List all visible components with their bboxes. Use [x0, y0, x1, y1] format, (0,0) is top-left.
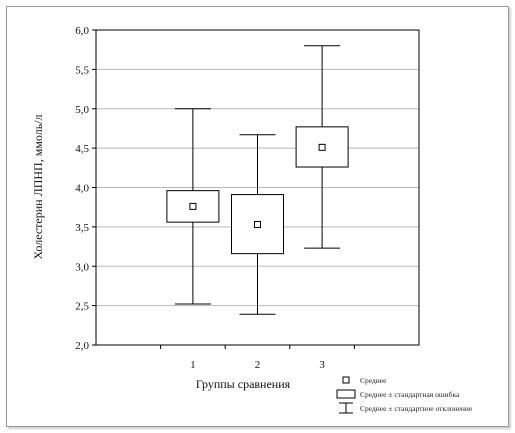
legend-label: Среднее ± стандартное отклонение [360, 404, 473, 413]
legend-mean-marker [342, 376, 350, 384]
box-group-1 [166, 108, 220, 305]
legend-item: Среднее [342, 376, 387, 385]
y-tick-label: 5,0 [75, 104, 89, 116]
y-axis-label: Холестерин ЛПНП, ммоль/л [31, 114, 45, 259]
x-tick-label: 3 [319, 359, 325, 371]
legend-item: Среднее ± стандартное отклонение [339, 402, 473, 414]
mean-marker [254, 221, 261, 229]
mean-marker [189, 202, 197, 210]
box-group-2 [231, 134, 284, 315]
legend-box-marker [336, 389, 356, 399]
x-tick-label: 1 [190, 359, 196, 371]
y-tick-label: 6,0 [75, 25, 89, 37]
y-tick-label: 3,5 [75, 222, 89, 234]
y-tick-label: 5,5 [75, 64, 89, 76]
x-axis-label: Группы сравнения [196, 377, 291, 391]
y-tick-label: 3,0 [75, 261, 89, 273]
legend-label: Среднее ± стандартная ошибка [360, 390, 460, 399]
y-axis: 2,0 2,5 3,0 3,5 4,0 4,5 5,0 5,5 6,0 [75, 25, 96, 352]
y-tick-label: 4,5 [75, 143, 89, 155]
y-tick-label: 2,0 [75, 340, 89, 352]
legend-label: Среднее [360, 376, 387, 385]
x-axis: 1 2 3 [160, 345, 355, 371]
legend: Среднее Среднее ± стандартная ошибка Средн… [336, 376, 473, 414]
y-tick-label: 2,5 [75, 301, 89, 313]
x-tick-label: 2 [255, 359, 261, 371]
legend-item: Среднее ± стандартная ошибка [336, 389, 460, 399]
mean-marker [318, 143, 326, 151]
y-tick-label: 4,0 [75, 183, 89, 195]
boxes [166, 45, 349, 315]
box-group-3 [295, 45, 349, 249]
